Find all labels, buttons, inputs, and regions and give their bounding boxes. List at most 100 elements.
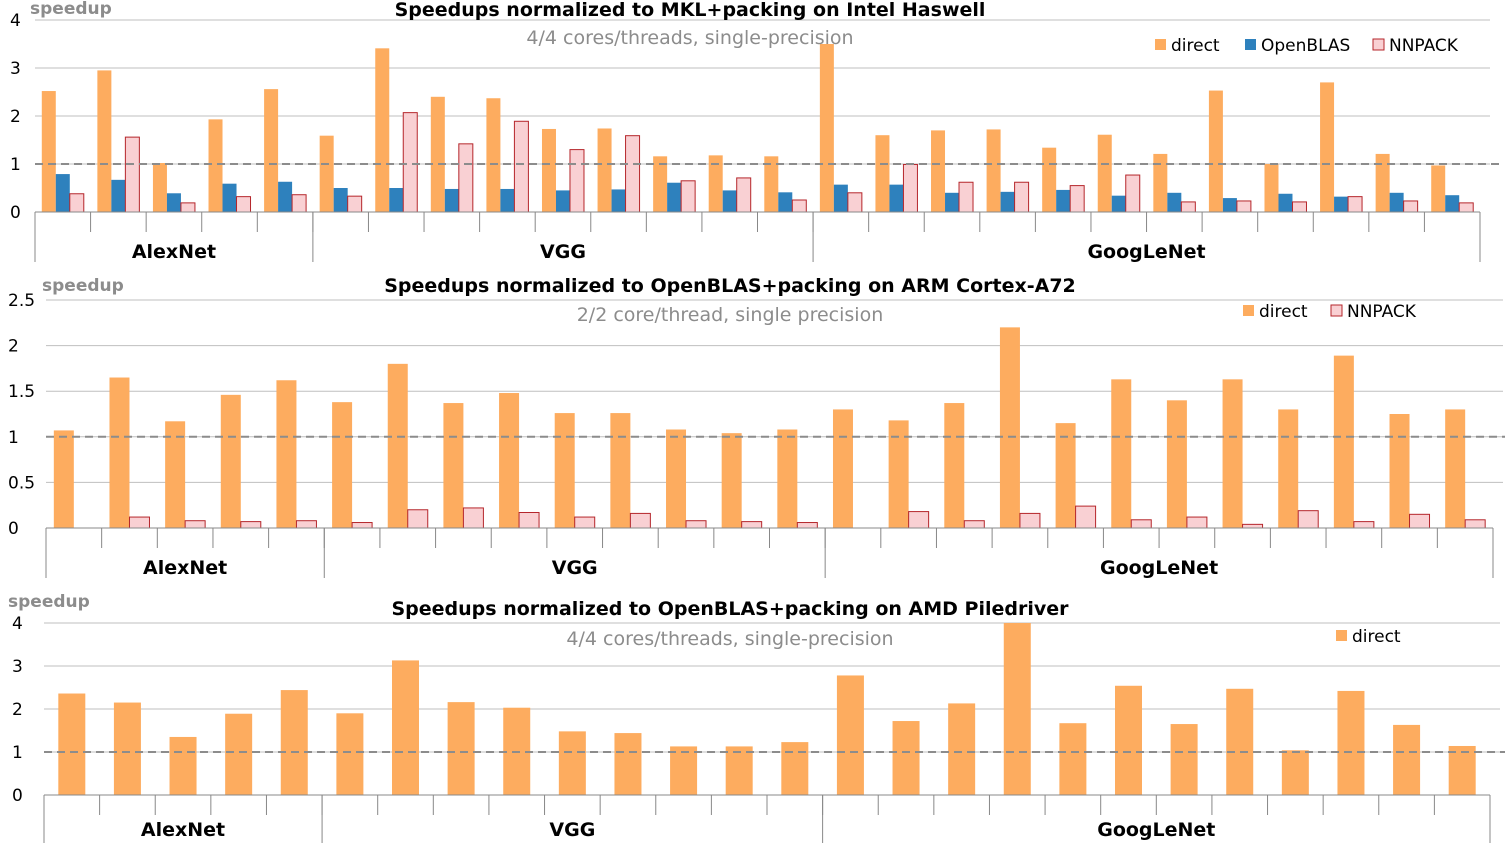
bar-nnpack <box>958 181 974 213</box>
bar-direct <box>152 163 167 212</box>
bar-direct <box>208 119 223 212</box>
chart-title: Speedups normalized to MKL+packing on In… <box>395 0 986 21</box>
y-tick-label: 2 <box>8 337 19 357</box>
bar-direct <box>764 156 779 212</box>
bar-nnpack <box>1409 513 1431 529</box>
bar-direct <box>387 363 408 528</box>
bar-nnpack <box>902 163 918 213</box>
bar-openblas <box>111 179 126 212</box>
bar-nnpack <box>407 509 429 529</box>
bar-direct <box>447 702 475 795</box>
bar-direct <box>1281 750 1309 795</box>
chart-panel-1: 0 1 2 3 4 AlexNet VGG GoogLeNet Speedups normali… <box>10 0 1500 263</box>
bar-openblas <box>889 184 904 212</box>
chart-subtitle: 4/4 cores/threads, single-precision <box>566 628 893 650</box>
bar-nnpack <box>847 192 863 213</box>
bar-nnpack <box>1236 200 1252 213</box>
bar-openblas <box>1167 192 1182 212</box>
bar-direct <box>319 135 334 212</box>
y-tick-label: 4 <box>12 614 23 634</box>
bar-nnpack <box>462 507 484 529</box>
bar-nnpack <box>1186 516 1208 529</box>
bar-nnpack <box>796 522 818 529</box>
bar-openblas <box>1111 195 1126 212</box>
bar-direct <box>1111 379 1132 528</box>
bar-nnpack <box>736 177 752 213</box>
legend-swatch-direct <box>1155 39 1166 50</box>
y-tick-label: 1 <box>10 155 21 175</box>
legend-label: direct <box>1171 36 1220 56</box>
chart-subtitle: 2/2 core/thread, single precision <box>577 304 884 326</box>
bar-direct <box>443 403 464 528</box>
y-tick-label: 3 <box>10 59 21 79</box>
bar-nnpack <box>180 202 196 213</box>
bar-openblas <box>444 188 459 212</box>
chart-panel-2: 0 0.5 1 1.5 2 2.5 AlexNet VGG GoogLeNet Speedups … <box>8 275 1505 579</box>
bar-direct <box>220 394 241 528</box>
bar-openblas <box>555 190 570 212</box>
bar-direct <box>666 429 687 528</box>
bar-direct <box>1337 690 1365 795</box>
bar-direct <box>499 393 520 528</box>
bar-nnpack <box>574 516 596 529</box>
bar-direct <box>375 48 390 212</box>
bar-openblas <box>55 174 70 212</box>
y-tick-label: 1 <box>12 743 23 763</box>
bar-direct <box>1003 623 1031 795</box>
bar-nnpack <box>291 194 307 213</box>
bar-direct <box>1042 147 1057 212</box>
chart-title: Speedups normalized to OpenBLAS+packing … <box>391 598 1069 620</box>
bar-nnpack <box>1019 512 1041 529</box>
chart-subtitle: 4/4 cores/threads, single-precision <box>526 27 853 49</box>
bar-direct <box>670 746 698 795</box>
bar-direct <box>875 135 890 212</box>
bar-direct <box>113 702 141 795</box>
bar-direct <box>1153 153 1168 212</box>
group-label: GoogLeNet <box>1087 241 1205 263</box>
bar-nnpack <box>236 196 252 213</box>
bar-nnpack <box>184 520 206 529</box>
legend-swatch-nnpack <box>1330 304 1343 317</box>
bar-direct <box>41 91 56 212</box>
bar-direct <box>336 713 364 795</box>
group-label: VGG <box>540 241 586 263</box>
y-tick-label: 0 <box>8 519 19 539</box>
bar-nnpack <box>69 193 85 213</box>
y-axis-label: speedup <box>42 276 124 296</box>
bar-direct <box>53 430 74 528</box>
y-tick-label: 4 <box>10 11 21 31</box>
bar-nnpack <box>1180 201 1196 213</box>
bar-nnpack <box>680 180 696 213</box>
bar-openblas <box>1000 191 1015 212</box>
bar-nnpack <box>741 521 763 529</box>
bar-nnpack <box>685 520 707 529</box>
legend-swatch-openblas <box>1245 39 1256 50</box>
bar-nnpack <box>240 521 262 529</box>
bar-direct <box>1393 724 1421 795</box>
bar-direct <box>888 420 909 528</box>
bar-direct <box>1208 90 1223 212</box>
bar-openblas <box>278 181 293 212</box>
y-tick-label: 3 <box>12 657 23 677</box>
bar-nnpack <box>963 520 985 529</box>
y-tick-label: 0 <box>12 786 23 806</box>
y-axis-label: speedup <box>8 592 90 612</box>
bar-direct <box>614 733 642 795</box>
group-label: AlexNet <box>143 557 227 579</box>
bar-direct <box>109 377 130 528</box>
chart-title: Speedups normalized to OpenBLAS+packing … <box>384 275 1076 297</box>
bar-direct <box>1431 165 1446 212</box>
bar-nnpack <box>1130 519 1152 529</box>
bar-nnpack <box>1014 181 1030 213</box>
bar-direct <box>1320 82 1335 213</box>
bar-direct <box>486 98 501 212</box>
bar-direct <box>1264 164 1279 212</box>
bar-nnpack <box>458 143 474 213</box>
bar-direct <box>1445 409 1466 528</box>
y-tick-label: 2 <box>12 700 23 720</box>
bar-direct <box>541 128 556 212</box>
bar-direct <box>777 429 798 528</box>
bar-direct <box>1448 745 1476 795</box>
y-axis-label: speedup <box>30 0 112 19</box>
bar-direct <box>1222 379 1243 528</box>
